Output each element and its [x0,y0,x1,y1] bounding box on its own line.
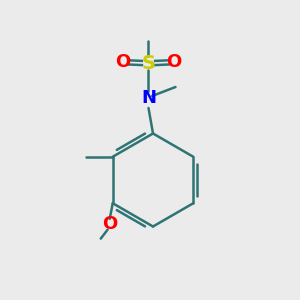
Text: O: O [167,53,182,71]
Text: O: O [116,53,130,71]
Text: S: S [142,53,155,73]
Text: N: N [141,88,156,106]
Text: O: O [102,215,117,233]
